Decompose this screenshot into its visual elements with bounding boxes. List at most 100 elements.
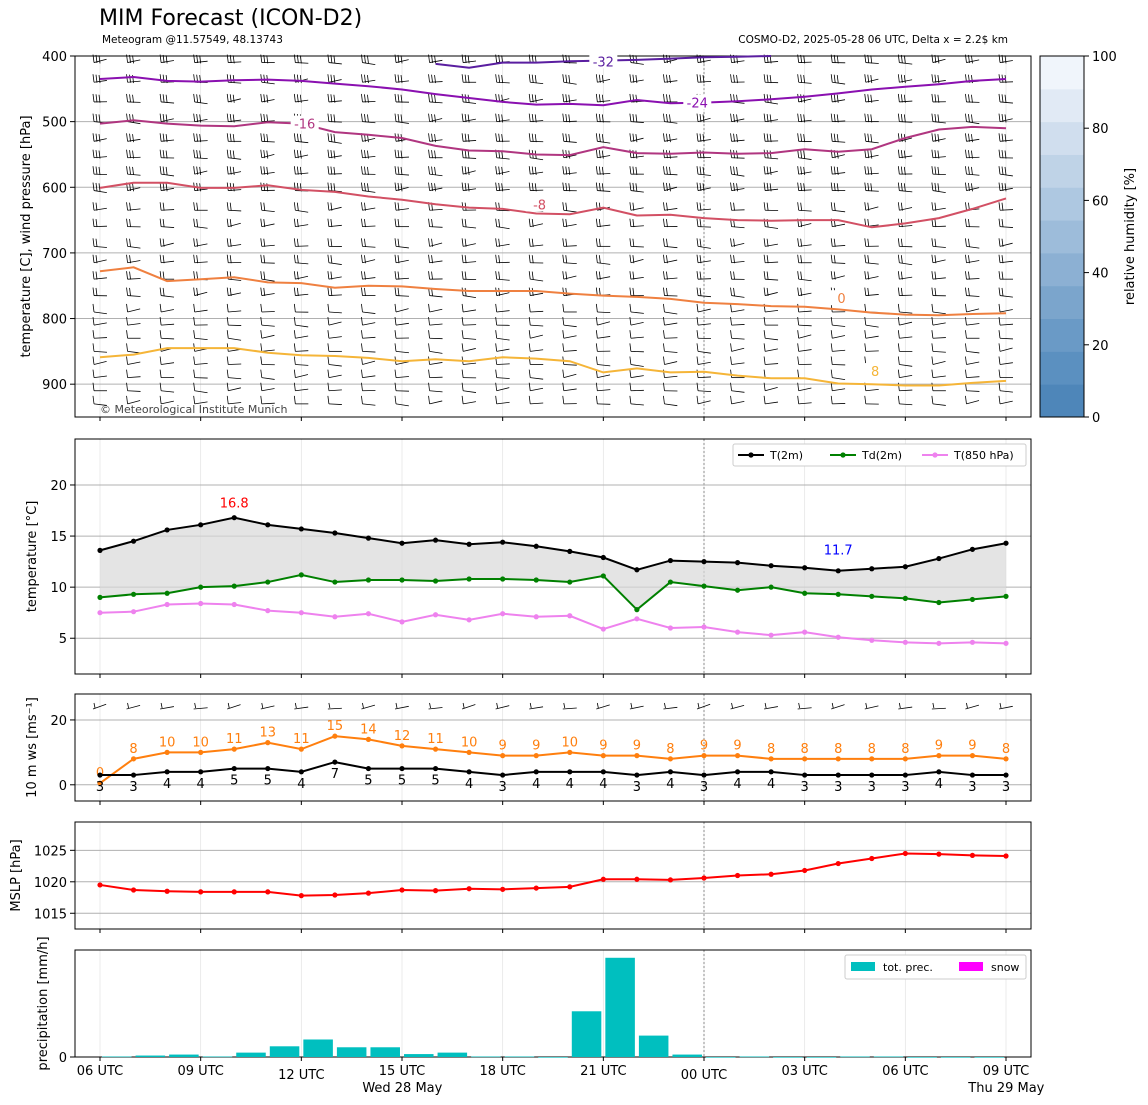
barb-flag — [467, 150, 470, 159]
barb-flag — [330, 287, 333, 297]
barb-flag — [702, 183, 705, 192]
barb-flag — [629, 238, 632, 247]
wind-barb — [730, 303, 745, 313]
wind-barb — [260, 287, 275, 297]
barb-staff — [429, 362, 443, 365]
barb-flag — [260, 133, 263, 142]
barb-flag — [968, 113, 970, 123]
barb-flag — [229, 74, 232, 83]
barb-staff — [428, 707, 443, 710]
barb-staff — [127, 187, 141, 191]
barb-flag — [867, 238, 870, 247]
barb-flag — [800, 133, 803, 142]
wind-barb — [663, 382, 678, 392]
wind-barb — [763, 356, 779, 365]
barb-flag — [293, 343, 296, 352]
barb-flag — [361, 238, 363, 247]
barb-flag — [598, 113, 601, 123]
barb-staff — [496, 348, 510, 352]
gust-series-value-label: 8 — [767, 742, 775, 757]
wind-barb — [193, 356, 208, 365]
barb-flag — [260, 369, 263, 378]
barb-flag — [629, 369, 632, 378]
barb-flag — [531, 219, 534, 228]
wind-barb — [965, 303, 980, 313]
barb-flag — [562, 113, 565, 122]
barb-staff — [999, 295, 1013, 298]
barb-flag — [394, 369, 397, 378]
wind-barb — [260, 238, 275, 247]
barb-flag — [833, 182, 836, 192]
barb-flag — [127, 702, 129, 709]
barb-flag — [730, 287, 732, 296]
wind-barb — [528, 343, 544, 352]
wind-barb — [461, 149, 477, 159]
barb-flag — [495, 113, 498, 122]
wind-barb — [428, 303, 443, 313]
t850-series-point — [567, 613, 573, 619]
wind-barb — [394, 343, 409, 354]
barb-flag — [93, 702, 96, 709]
barb-flag — [766, 94, 769, 103]
barb-flag — [800, 238, 803, 247]
wind-barb — [461, 303, 477, 313]
gust-series-value-label: 12 — [394, 729, 411, 744]
barb-staff — [832, 324, 846, 327]
barb-staff — [362, 79, 376, 83]
barb-flag — [797, 356, 800, 365]
barb-flag — [327, 238, 330, 247]
barb-staff — [664, 361, 678, 365]
gust-series-point — [768, 756, 774, 762]
barb-flag — [159, 395, 162, 404]
wind-barb — [965, 369, 980, 379]
barb-flag — [498, 54, 501, 64]
t850-series-point — [164, 601, 170, 608]
barb-flag — [229, 202, 232, 211]
barb-staff — [328, 262, 342, 265]
barb-staff — [999, 60, 1013, 63]
barb-flag — [663, 133, 665, 142]
barb-staff — [865, 206, 879, 211]
barb-flag — [428, 382, 430, 391]
barb-flag — [601, 166, 604, 175]
barb-staff — [361, 704, 376, 710]
barb-flag — [361, 395, 363, 404]
precip-bar — [706, 1057, 736, 1058]
wind-barb — [830, 382, 846, 392]
mean-wind-series-value-label: 4 — [197, 777, 205, 792]
barb-flag — [428, 369, 430, 378]
barb-flag — [900, 74, 903, 83]
wind-barb — [562, 182, 577, 192]
dewpoint-spread-area — [100, 517, 1006, 610]
barb-flag — [333, 183, 336, 192]
wind-barb — [92, 303, 107, 315]
barb-flag — [931, 74, 934, 83]
barb-staff — [127, 308, 141, 313]
wind-barb — [897, 254, 913, 266]
wind-barb — [965, 133, 980, 143]
barb-flag — [965, 182, 967, 191]
barb-flag — [562, 369, 565, 378]
wind-barb — [394, 93, 410, 103]
barb-staff — [261, 153, 275, 159]
barb-flag — [98, 166, 101, 175]
barb-flag — [696, 395, 699, 404]
barb-flag — [400, 150, 403, 159]
wind-barb — [595, 303, 611, 314]
wind-barb — [830, 369, 846, 381]
wind-barb — [92, 149, 107, 159]
barb-staff — [765, 226, 779, 229]
barb-flag — [296, 94, 299, 103]
barb-flag — [333, 166, 336, 175]
wind-barb — [864, 182, 879, 192]
y-tick-label: 800 — [42, 313, 67, 328]
wind-barb — [394, 330, 410, 339]
barb-staff — [966, 350, 980, 354]
wind-barb — [361, 287, 376, 297]
barb-staff — [664, 245, 678, 249]
wind-barb — [797, 74, 812, 84]
barb-flag — [931, 149, 934, 158]
barb-staff — [395, 59, 409, 63]
barb-staff — [664, 375, 678, 379]
barb-flag — [263, 113, 266, 123]
